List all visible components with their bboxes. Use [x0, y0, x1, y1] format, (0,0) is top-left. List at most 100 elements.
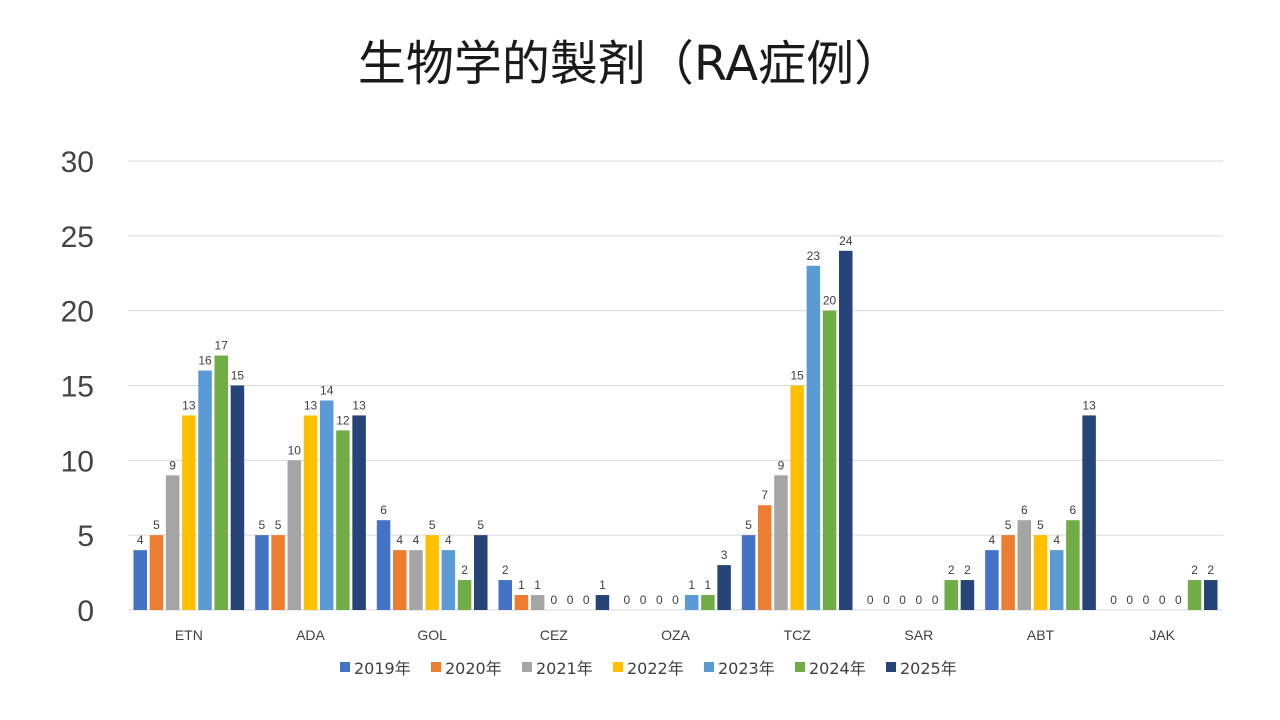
legend-label: 2020年 [445, 659, 502, 678]
data-label: 0 [915, 593, 922, 607]
data-label: 5 [1037, 518, 1044, 532]
bars [133, 250, 1218, 611]
legend-swatch [795, 662, 805, 672]
bar-jak-2025 [1204, 580, 1218, 610]
bar-cez-2021 [530, 595, 545, 610]
bar-sar-2025 [960, 580, 975, 610]
legend-label: 2024年 [809, 659, 866, 678]
data-label: 0 [640, 593, 647, 607]
data-label: 0 [1175, 593, 1182, 607]
data-label: 15 [790, 369, 804, 383]
data-label: 13 [352, 398, 366, 412]
data-label: 5 [275, 518, 282, 532]
bar-tcz-2022 [790, 385, 804, 610]
bar-cez-2019 [498, 580, 512, 610]
bar-etn-2025 [230, 385, 245, 610]
x-tick-label: ETN [175, 627, 203, 643]
data-label: 0 [899, 593, 906, 607]
data-label: 2 [502, 563, 509, 577]
data-label: 2 [948, 563, 955, 577]
data-label: 1 [705, 578, 712, 592]
bar-ada-2024 [336, 430, 350, 610]
x-tick-label: SAR [904, 627, 933, 643]
chart-title: 生物学的製剤（RA症例） [357, 36, 903, 92]
x-tick-label: ADA [296, 627, 325, 643]
bar-gol-2021 [409, 550, 423, 610]
legend-swatch [522, 662, 532, 672]
bar-ada-2020 [271, 535, 285, 610]
data-label: 0 [1143, 593, 1150, 607]
bar-tcz-2025 [839, 250, 853, 611]
legend-label: 2021年 [536, 659, 593, 678]
data-label: 4 [413, 533, 420, 547]
bar-tcz-2021 [774, 475, 788, 610]
data-label: 0 [672, 593, 679, 607]
bar-ada-2023 [319, 400, 334, 610]
bar-gol-2019 [376, 520, 391, 610]
data-label: 20 [823, 294, 837, 308]
bar-sar-2024 [944, 580, 958, 610]
data-label: 14 [320, 383, 334, 397]
data-label: 2 [1191, 563, 1198, 577]
data-label: 5 [153, 518, 160, 532]
x-tick-label: OZA [661, 627, 690, 643]
bar-abt-2022 [1033, 535, 1048, 610]
bar-tcz-2024 [822, 310, 837, 610]
bar-abt-2025 [1082, 415, 1096, 610]
data-label: 5 [745, 518, 752, 532]
legend-label: 2022年 [627, 659, 684, 678]
bar-oza-2024 [701, 595, 715, 610]
bar-abt-2019 [985, 550, 999, 610]
y-tick-label: 5 [77, 520, 94, 553]
data-label: 1 [688, 578, 695, 592]
data-label: 9 [169, 458, 176, 472]
data-label: 15 [231, 369, 245, 383]
x-axis: ETN ADA GOL CEZ OZA TCZ SAR ABT JAK [175, 627, 1176, 643]
data-label: 2 [461, 563, 468, 577]
data-label: 0 [567, 593, 574, 607]
data-label: 0 [1126, 593, 1133, 607]
bar-etn-2022 [182, 415, 196, 610]
bar-abt-2021 [1017, 520, 1032, 610]
y-tick-label: 15 [61, 371, 94, 404]
data-label: 4 [989, 533, 996, 547]
bar-tcz-2023 [806, 265, 821, 610]
x-tick-label: TCZ [784, 627, 812, 643]
data-label: 9 [778, 458, 785, 472]
x-tick-label: GOL [417, 627, 447, 643]
y-axis: 0 5 10 15 20 25 30 [61, 146, 94, 628]
data-label: 6 [380, 503, 387, 517]
data-label: 13 [304, 398, 318, 412]
bar-tcz-2019 [741, 535, 756, 610]
bar-gol-2022 [425, 535, 439, 610]
bar-ada-2022 [303, 415, 318, 610]
bar-etn-2021 [165, 475, 180, 610]
data-label: 0 [867, 593, 874, 607]
legend-swatch [886, 662, 896, 672]
bar-cez-2025 [595, 595, 610, 610]
data-label: 10 [288, 443, 302, 457]
x-tick-label: CEZ [540, 627, 568, 643]
data-label: 0 [656, 593, 663, 607]
y-tick-label: 10 [61, 445, 94, 478]
bar-abt-2024 [1066, 520, 1080, 610]
y-tick-label: 20 [61, 296, 94, 329]
y-tick-label: 30 [61, 146, 94, 179]
data-label: 3 [721, 548, 728, 562]
data-label: 0 [883, 593, 890, 607]
bar-ada-2025 [352, 415, 366, 610]
legend-swatch [613, 662, 623, 672]
bar-etn-2024 [214, 355, 228, 610]
bar-gol-2020 [393, 550, 407, 610]
data-label: 1 [518, 578, 525, 592]
data-label: 0 [583, 593, 590, 607]
data-label: 17 [215, 339, 229, 353]
legend-swatch [431, 662, 441, 672]
data-label: 24 [839, 234, 853, 248]
legend-label: 2023年 [718, 659, 775, 678]
bar-etn-2020 [149, 535, 164, 610]
data-label: 4 [445, 533, 452, 547]
y-tick-label: 0 [77, 595, 94, 628]
data-label: 4 [396, 533, 403, 547]
